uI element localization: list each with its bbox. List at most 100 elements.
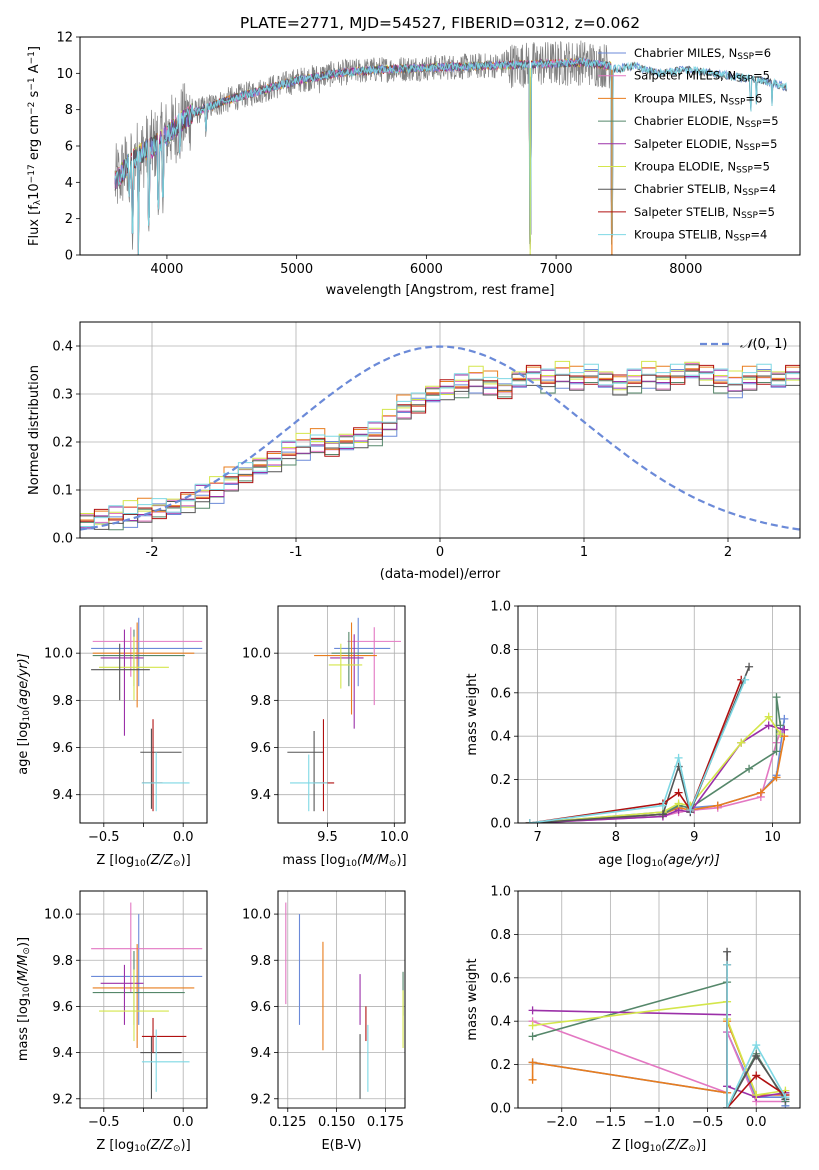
y-tick-label: 0.6 (490, 971, 511, 986)
y-tick-label: 0.1 (52, 484, 73, 499)
weight-lines (525, 662, 789, 823)
weight_vs_Z-frame (517, 890, 801, 1109)
x-tick-label: 6000 (410, 262, 443, 277)
weight-point-marker (528, 1075, 537, 1084)
spectrum-frame (79, 36, 801, 256)
x-tick-label: -2 (146, 545, 159, 560)
y-tick-label: 2 (65, 212, 73, 227)
x-axis-label: wavelength [Angstrom, rest frame] (326, 283, 555, 298)
histogram-chabrier-elodie (80, 370, 800, 531)
histogram-kroupa-stelib (80, 363, 800, 527)
error-bars (285, 902, 404, 1099)
y-tick-label: 0.2 (490, 773, 511, 788)
x-tick-label: 0.175 (367, 1115, 404, 1130)
x-tick-label: 7000 (540, 262, 573, 277)
weight-point-marker (525, 819, 534, 823)
weight_vs_age-grid (518, 605, 800, 824)
residuals-frame (79, 321, 801, 539)
spectrum-ticks: 4000 5000 6000 7000 8000 0 2 4 6 8 10 12 (56, 31, 702, 278)
residuals-panel: -2 -1 0 1 2 0.0 0.1 0.2 0.3 0.4 𝒩(0, 1) (data-model… (27, 321, 801, 582)
x-axis-label: (data-model)/error (380, 567, 501, 582)
x-tick-label: 0 (436, 545, 444, 560)
model-spectrum-kroupa-elodie (114, 57, 613, 255)
age-vs-mass-panel: 9.5 10.0 9.4 9.6 9.8 10.0 mass [log10(M/M⊙)] (242, 605, 409, 869)
legend-entry: Salpeter MILES, NSSP=5 (634, 69, 770, 85)
weight-point-marker (658, 801, 667, 810)
mass_vs_ebv-frame (277, 890, 406, 1109)
age_vs_Z-ticks: −0.5 0.0 9.4 9.6 9.8 10.0 (44, 647, 193, 845)
weight-point-marker (776, 730, 785, 739)
histogram-salpeter-elodie (80, 369, 800, 529)
y-tick-label: 9.8 (250, 954, 271, 969)
y-axis-label: mass weight (465, 673, 480, 755)
weight-point-marker (764, 721, 773, 730)
legend-entry: 𝒩(0, 1) (740, 337, 787, 352)
y-tick-label: 9.6 (52, 741, 73, 756)
model-spectrum-kroupa-stelib (114, 57, 788, 255)
weight-point-marker (723, 1104, 732, 1108)
y-tick-label: 0.4 (490, 730, 511, 745)
x-tick-label: −1.0 (643, 1115, 675, 1130)
histograms (80, 345, 800, 531)
age_vs_mass-grid (278, 606, 405, 823)
y-tick-label: 8 (65, 103, 73, 118)
x-axis-label: E(B-V) (321, 1138, 361, 1153)
y-tick-label: 9.4 (52, 1046, 73, 1061)
model-spectrum-chabrier-miles (114, 57, 788, 255)
spectrum-panel: 4000 5000 6000 7000 8000 0 2 4 6 8 10 12 Chabrier MI… (27, 14, 801, 298)
y-tick-label: 0.2 (490, 1058, 511, 1073)
mass_vs_Z-ticks: −0.5 0.0 9.2 9.4 9.6 9.8 10.0 (44, 908, 193, 1130)
weight-point-marker (528, 1021, 537, 1030)
y-tick-label: 0.2 (52, 436, 73, 451)
y-tick-label: 9.6 (52, 1000, 73, 1015)
mass-vs-Z-panel: −0.5 0.0 9.2 9.4 9.6 9.8 10.0 Z [log10(Z/Z⊙)] ma… (16, 890, 208, 1154)
weight-point-marker (686, 805, 695, 814)
y-tick-label: 0.0 (490, 1102, 511, 1117)
weight-point-marker (772, 693, 781, 702)
y-tick-label: 9.6 (250, 1000, 271, 1015)
weight-point-marker (745, 764, 754, 773)
model-spectrum-chabrier-stelib (114, 58, 787, 255)
y-axis-label: Flux [fλ10−17 erg cm−2 s−1 A−1] (27, 46, 43, 246)
histogram-kroupa-miles (80, 365, 800, 521)
y-tick-label: 9.4 (250, 1046, 271, 1061)
weight-point-marker (772, 773, 781, 782)
model-spectrum-chabrier-elodie (114, 58, 613, 255)
weight-vs-Z-panel: −2.0 −1.5 −1.0 −0.5 0.0 0.0 0.2 0.4 0.6 0.8 1.0 Z [… (465, 885, 801, 1154)
weight-point-marker (741, 675, 750, 684)
y-tick-label: 1.0 (490, 600, 511, 615)
residuals-legend: 𝒩(0, 1) (700, 337, 787, 352)
x-tick-label: 0.0 (746, 1115, 767, 1130)
x-tick-label: −2.0 (546, 1115, 578, 1130)
y-tick-label: 0.0 (490, 817, 511, 832)
y-tick-label: 0.8 (490, 928, 511, 943)
weight_vs_age-frame (517, 605, 801, 824)
weight-point-marker (528, 1006, 537, 1015)
y-axis-label: age [log10(age/yr)] (16, 653, 32, 775)
weight_vs_Z-ticks: −2.0 −1.5 −1.0 −0.5 0.0 0.0 0.2 0.4 0.6 0.8 1.0 (490, 885, 766, 1131)
legend-entry: Kroupa STELIB, NSSP=4 (634, 228, 767, 244)
age_vs_mass-ticks: 9.5 10.0 9.4 9.6 9.8 10.0 (242, 647, 409, 845)
x-tick-label: 8000 (669, 262, 702, 277)
legend-entry: Chabrier STELIB, NSSP=4 (634, 182, 776, 198)
weight-line-kroupa-stelib (726, 964, 787, 1108)
weight-lines (528, 947, 790, 1108)
spectrum-legend: Chabrier MILES, NSSP=6 Salpeter MILES, NS… (598, 46, 779, 244)
x-tick-label: 9 (690, 830, 698, 845)
x-tick-label: −0.5 (88, 1115, 120, 1130)
y-tick-label: 6 (65, 140, 73, 155)
y-tick-label: 9.8 (52, 694, 73, 709)
x-tick-label: 2 (724, 545, 732, 560)
model-spectrum-salpeter-elodie (114, 57, 613, 255)
histogram-chabrier-stelib (80, 364, 800, 530)
weight-point-marker (752, 1090, 761, 1099)
y-tick-label: 9.6 (250, 741, 271, 756)
weight-point-marker (781, 1093, 790, 1102)
y-tick-label: 1.0 (490, 885, 511, 900)
y-tick-label: 0.8 (490, 643, 511, 658)
weight-point-marker (528, 1032, 537, 1041)
residuals-ticks: -2 -1 0 1 2 0.0 0.1 0.2 0.3 0.4 (52, 340, 732, 561)
age-vs-Z-panel: −0.5 0.0 9.4 9.6 9.8 10.0 Z [log10(Z/Z⊙)] age [… (16, 605, 208, 869)
x-tick-label: 0.0 (173, 830, 194, 845)
y-axis-label: mass weight (465, 958, 480, 1040)
